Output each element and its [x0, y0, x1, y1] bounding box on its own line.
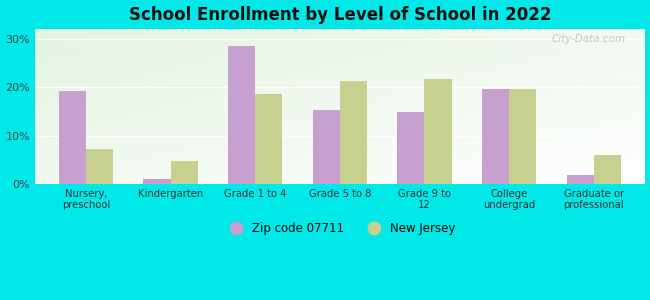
Bar	[482, 89, 509, 184]
Bar	[424, 79, 452, 184]
Legend: Zip code 07711, New Jersey: Zip code 07711, New Jersey	[219, 218, 460, 240]
Bar	[144, 179, 170, 184]
Title: School Enrollment by Level of School in 2022: School Enrollment by Level of School in …	[129, 6, 551, 24]
Bar	[567, 175, 593, 184]
Bar	[593, 155, 621, 184]
Bar	[313, 110, 340, 184]
Bar	[509, 89, 536, 184]
Bar	[397, 112, 424, 184]
Bar	[86, 149, 113, 184]
Bar	[170, 161, 198, 184]
Bar	[59, 91, 86, 184]
Bar	[228, 46, 255, 184]
Bar	[255, 94, 282, 184]
Bar	[340, 82, 367, 184]
Text: City-Data.com: City-Data.com	[552, 34, 626, 44]
